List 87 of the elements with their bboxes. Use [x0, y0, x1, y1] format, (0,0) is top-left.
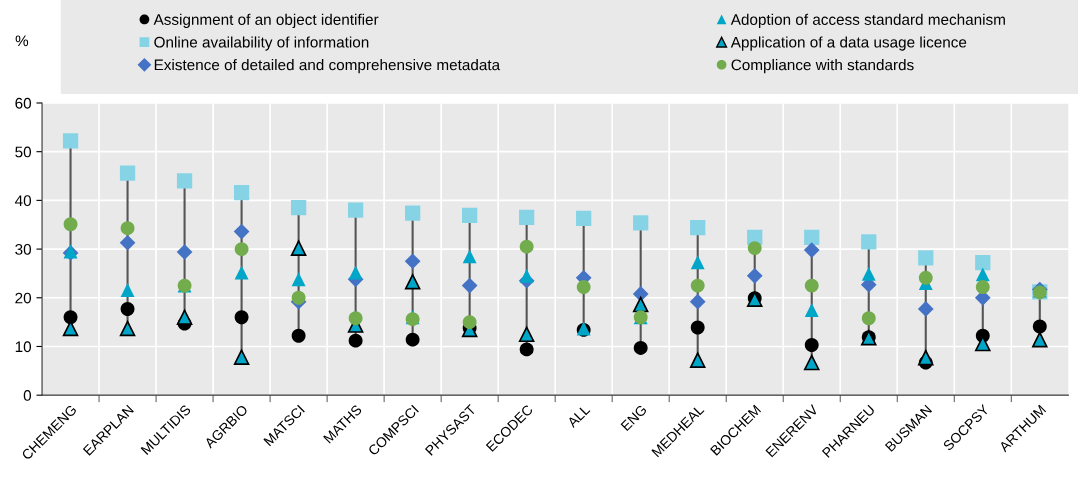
- point: [519, 209, 535, 226]
- point: [462, 315, 477, 330]
- point: [804, 338, 819, 352]
- point: [975, 267, 990, 282]
- y-tick-label: 20: [15, 292, 32, 304]
- point: [917, 301, 934, 317]
- point: [120, 302, 135, 316]
- legend-label: Online availability of information: [154, 36, 369, 51]
- y-tick-label: 0: [23, 390, 32, 401]
- legend-label: Assignment of an object identifier: [153, 13, 379, 28]
- point: [633, 215, 649, 231]
- point: [917, 349, 934, 366]
- legend-label: Compliance with standards: [731, 59, 914, 74]
- point: [804, 278, 819, 293]
- point: [291, 290, 306, 305]
- point: [234, 242, 249, 257]
- point: [120, 221, 135, 236]
- point: [176, 244, 193, 260]
- point: [746, 268, 763, 284]
- point: [804, 303, 819, 317]
- point: [576, 210, 592, 227]
- point: [233, 184, 250, 201]
- point: [861, 311, 876, 326]
- point: [348, 311, 363, 326]
- point: [519, 239, 534, 254]
- point: [404, 253, 421, 270]
- point: [348, 333, 363, 348]
- point: [347, 202, 364, 218]
- point: [690, 220, 706, 236]
- point: [462, 207, 478, 224]
- legend-label: Adoption of access standard mechanism: [730, 13, 1005, 28]
- point: [234, 310, 249, 325]
- point: [290, 200, 307, 216]
- legend-label: Application of a data usage licence: [730, 36, 967, 51]
- point: [119, 165, 136, 181]
- point: [290, 240, 307, 256]
- point: [405, 205, 421, 221]
- point: [176, 309, 193, 326]
- point: [975, 280, 990, 295]
- point: [747, 241, 762, 256]
- point: [62, 133, 79, 149]
- point: [1032, 319, 1047, 334]
- point: [462, 249, 477, 264]
- point: [291, 272, 306, 287]
- point: [690, 255, 705, 270]
- y-axis-title: %: [15, 35, 29, 47]
- point: [803, 354, 820, 371]
- point: [576, 280, 591, 295]
- y-tick-label: 40: [14, 195, 32, 207]
- y-tick-label: 50: [15, 146, 32, 158]
- point: [861, 266, 876, 281]
- y-tick-label: 30: [15, 243, 32, 255]
- point: [690, 320, 705, 335]
- point: [690, 278, 705, 293]
- point: [234, 265, 249, 280]
- point: [632, 286, 649, 302]
- point: [120, 283, 135, 297]
- point: [348, 265, 363, 280]
- point: [689, 293, 706, 310]
- point: [632, 296, 649, 313]
- point: [975, 255, 991, 271]
- point: [689, 352, 706, 368]
- point: [119, 320, 136, 337]
- point: [1032, 331, 1048, 348]
- point: [519, 342, 534, 357]
- y-tick-label: 60: [15, 97, 32, 109]
- point: [233, 223, 250, 240]
- y-tick-label: 10: [15, 341, 32, 353]
- point: [63, 217, 78, 232]
- point: [233, 349, 250, 365]
- point: [803, 242, 820, 258]
- point: [176, 173, 193, 189]
- x-tick-label: ALL: [566, 404, 591, 429]
- point: [63, 310, 78, 325]
- point: [405, 332, 420, 347]
- point: [461, 277, 478, 294]
- point: [518, 326, 535, 343]
- point: [291, 328, 306, 343]
- point: [633, 340, 648, 355]
- point: [519, 268, 534, 283]
- point: [918, 270, 933, 285]
- point: [861, 234, 877, 250]
- point: [404, 273, 421, 290]
- point: [119, 234, 136, 251]
- point: [918, 250, 934, 266]
- point: [804, 229, 820, 246]
- legend-label: Existence of detailed and comprehensive metadata: [154, 59, 501, 74]
